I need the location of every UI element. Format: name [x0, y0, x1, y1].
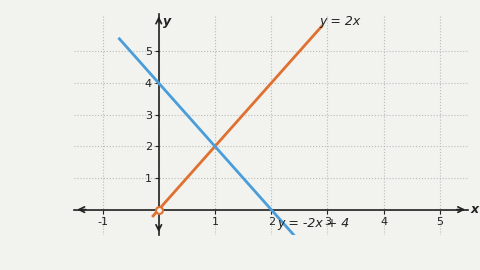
Text: y = -2x + 4: y = -2x + 4 — [277, 217, 349, 230]
Text: x: x — [471, 203, 479, 216]
Text: y = 2x: y = 2x — [319, 15, 360, 28]
Text: y: y — [163, 15, 171, 28]
